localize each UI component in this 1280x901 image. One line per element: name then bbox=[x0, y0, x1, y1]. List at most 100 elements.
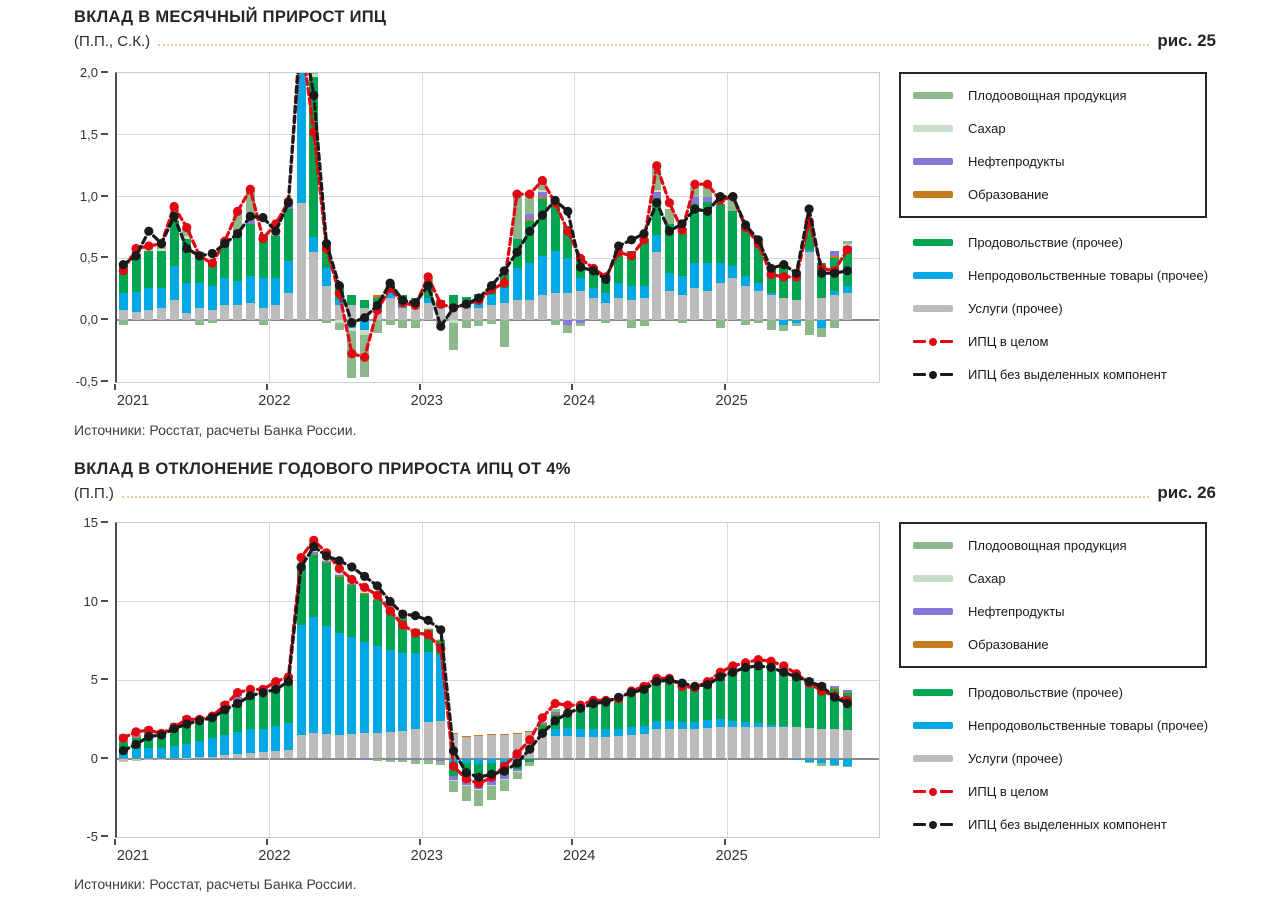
line-point bbox=[118, 746, 128, 756]
bar-segment bbox=[233, 700, 243, 732]
bar-segment bbox=[550, 728, 560, 736]
bar-segment bbox=[461, 736, 471, 738]
bar-segment bbox=[715, 283, 725, 321]
line-point bbox=[131, 251, 141, 261]
line-point bbox=[194, 251, 205, 261]
bar-segment bbox=[449, 732, 459, 734]
bar-segment bbox=[753, 666, 763, 724]
bar-segment bbox=[690, 688, 700, 722]
bar-segment bbox=[258, 695, 268, 729]
bar-segment bbox=[626, 300, 636, 321]
bar-segment bbox=[766, 265, 776, 293]
y-tick-mark bbox=[101, 380, 108, 382]
bar-segment bbox=[131, 758, 141, 761]
bar-segment bbox=[703, 196, 713, 202]
bar-segment bbox=[322, 734, 332, 759]
line-point bbox=[791, 672, 802, 682]
line-point bbox=[372, 300, 382, 310]
bar-segment bbox=[334, 305, 344, 321]
bar-segment bbox=[258, 320, 268, 326]
bar-segment bbox=[779, 265, 789, 298]
legend-item: Нефтепродукты bbox=[913, 145, 1201, 178]
legend-item-label: Плодоовощная продукция bbox=[968, 88, 1127, 103]
bar-segment bbox=[830, 688, 840, 689]
y-tick-mark bbox=[101, 256, 108, 259]
bar-segment bbox=[487, 785, 497, 787]
legend-item: Образование bbox=[913, 628, 1201, 661]
bar-segment bbox=[728, 720, 738, 728]
bar-segment bbox=[525, 221, 535, 264]
year-gridline bbox=[421, 73, 423, 382]
bar-segment bbox=[677, 688, 687, 722]
bar-segment bbox=[449, 295, 459, 306]
legend-item-label: Непродовольственные товары (прочее) bbox=[968, 718, 1209, 733]
legend-item: ИПЦ без выделенных компонент bbox=[913, 808, 1203, 841]
line-point bbox=[360, 352, 370, 362]
bar-segment bbox=[842, 293, 852, 321]
line-point bbox=[588, 698, 598, 709]
bar-segment bbox=[499, 320, 509, 348]
legend-item-label: Сахар bbox=[968, 571, 1006, 586]
bar-segment bbox=[169, 221, 179, 266]
bar-segment bbox=[677, 233, 687, 276]
line-point bbox=[461, 774, 471, 784]
legend-item-label: Продовольствие (прочее) bbox=[968, 235, 1123, 250]
bar-segment bbox=[804, 320, 814, 336]
line-point bbox=[169, 211, 179, 221]
line-point bbox=[512, 247, 522, 257]
bar-segment bbox=[804, 758, 814, 762]
gridline bbox=[117, 134, 879, 136]
bar-segment bbox=[550, 735, 560, 759]
line-point bbox=[436, 321, 446, 331]
bar-segment bbox=[741, 669, 751, 723]
bar-segment bbox=[563, 727, 573, 736]
bar-segment bbox=[728, 727, 738, 759]
bar-segment bbox=[576, 290, 586, 321]
bar-segment bbox=[360, 300, 370, 308]
legend-item: Сахар bbox=[913, 562, 1201, 595]
y-tick-label: 5 bbox=[90, 672, 98, 687]
bar-segment bbox=[144, 250, 154, 289]
line-point bbox=[487, 769, 497, 779]
bar-segment bbox=[550, 250, 560, 293]
bar-segment bbox=[309, 74, 319, 77]
legend-item: ИПЦ без выделенных компонент bbox=[913, 358, 1203, 391]
bar-segment bbox=[169, 745, 179, 759]
bar-segment bbox=[233, 211, 243, 229]
bar-segment bbox=[779, 671, 789, 727]
line-point bbox=[360, 571, 370, 581]
bar-segment bbox=[537, 255, 547, 296]
line-point bbox=[690, 681, 700, 691]
line-point bbox=[626, 688, 636, 698]
bar-segment bbox=[537, 721, 547, 724]
bar-segment bbox=[195, 283, 205, 308]
bar-segment bbox=[309, 76, 319, 238]
line-point bbox=[283, 677, 293, 687]
bar-segment bbox=[537, 724, 547, 726]
bar-segment bbox=[614, 297, 624, 321]
bar-segment bbox=[449, 322, 459, 350]
bar-segment bbox=[461, 736, 471, 759]
legend-item-label: ИПЦ в целом bbox=[968, 334, 1049, 349]
bar-segment bbox=[703, 683, 713, 721]
bar-segment bbox=[614, 255, 624, 284]
bar-segment bbox=[652, 684, 662, 721]
bar-segment bbox=[474, 307, 484, 321]
bar-segment bbox=[741, 722, 751, 728]
line-point bbox=[436, 625, 446, 635]
legend-item: Нефтепродукты bbox=[913, 595, 1201, 628]
year-gridline bbox=[269, 523, 271, 837]
line-point bbox=[842, 266, 852, 276]
bar-segment bbox=[563, 735, 573, 759]
bar-segment bbox=[817, 763, 827, 766]
bar-segment bbox=[233, 753, 243, 759]
bar-segment bbox=[309, 553, 319, 555]
line-point bbox=[474, 293, 484, 303]
bar-segment bbox=[487, 780, 497, 786]
bar-segment bbox=[309, 252, 319, 321]
bar-segment bbox=[537, 295, 547, 321]
bar-segment bbox=[385, 759, 395, 763]
bar-segment bbox=[639, 320, 649, 327]
zero-line bbox=[117, 319, 879, 322]
bar-segment bbox=[512, 194, 522, 239]
